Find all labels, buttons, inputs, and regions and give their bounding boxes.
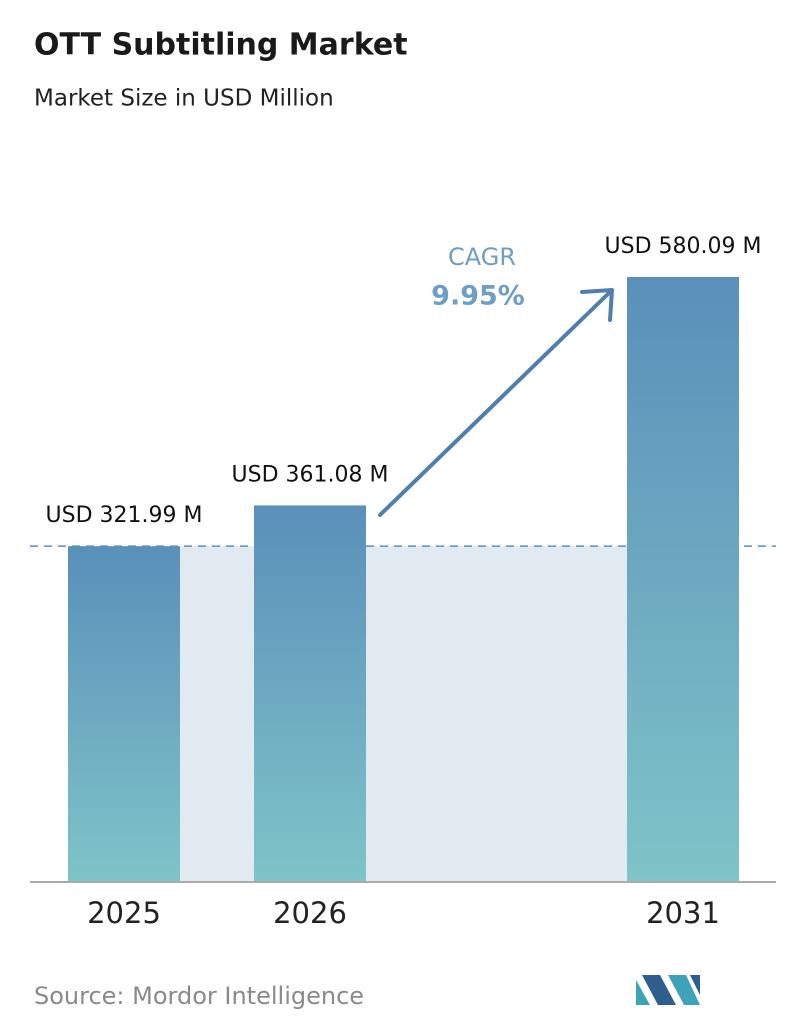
logo xyxy=(636,975,700,1005)
chart-subtitle: Market Size in USD Million xyxy=(34,86,334,112)
bar xyxy=(254,505,366,882)
x-tick-label: 2026 xyxy=(273,896,347,930)
source: Source: Mordor Intelligence xyxy=(34,982,364,1010)
x-tick-label: 2025 xyxy=(87,896,161,930)
logo-part xyxy=(668,975,700,1005)
logo-part xyxy=(690,975,700,995)
value-label: USD 580.09 M xyxy=(605,234,762,259)
x-tick-label: 2031 xyxy=(646,896,720,930)
cagr-label: CAGR xyxy=(448,243,516,271)
cagr-arrow xyxy=(378,288,614,517)
value-label: USD 321.99 M xyxy=(46,503,203,528)
bar xyxy=(68,546,180,882)
plot-area: USD 321.99 M 2025 USD 361.08 M 2026 USD 580.… xyxy=(30,234,776,930)
reference-area xyxy=(180,546,627,882)
value-label: USD 361.08 M xyxy=(232,462,389,487)
bar xyxy=(627,277,739,882)
logo-part xyxy=(642,975,676,1005)
chart-title: OTT Subtitling Market xyxy=(34,28,408,63)
logo-part xyxy=(636,980,650,1005)
cagr-value: 9.95% xyxy=(431,281,525,312)
